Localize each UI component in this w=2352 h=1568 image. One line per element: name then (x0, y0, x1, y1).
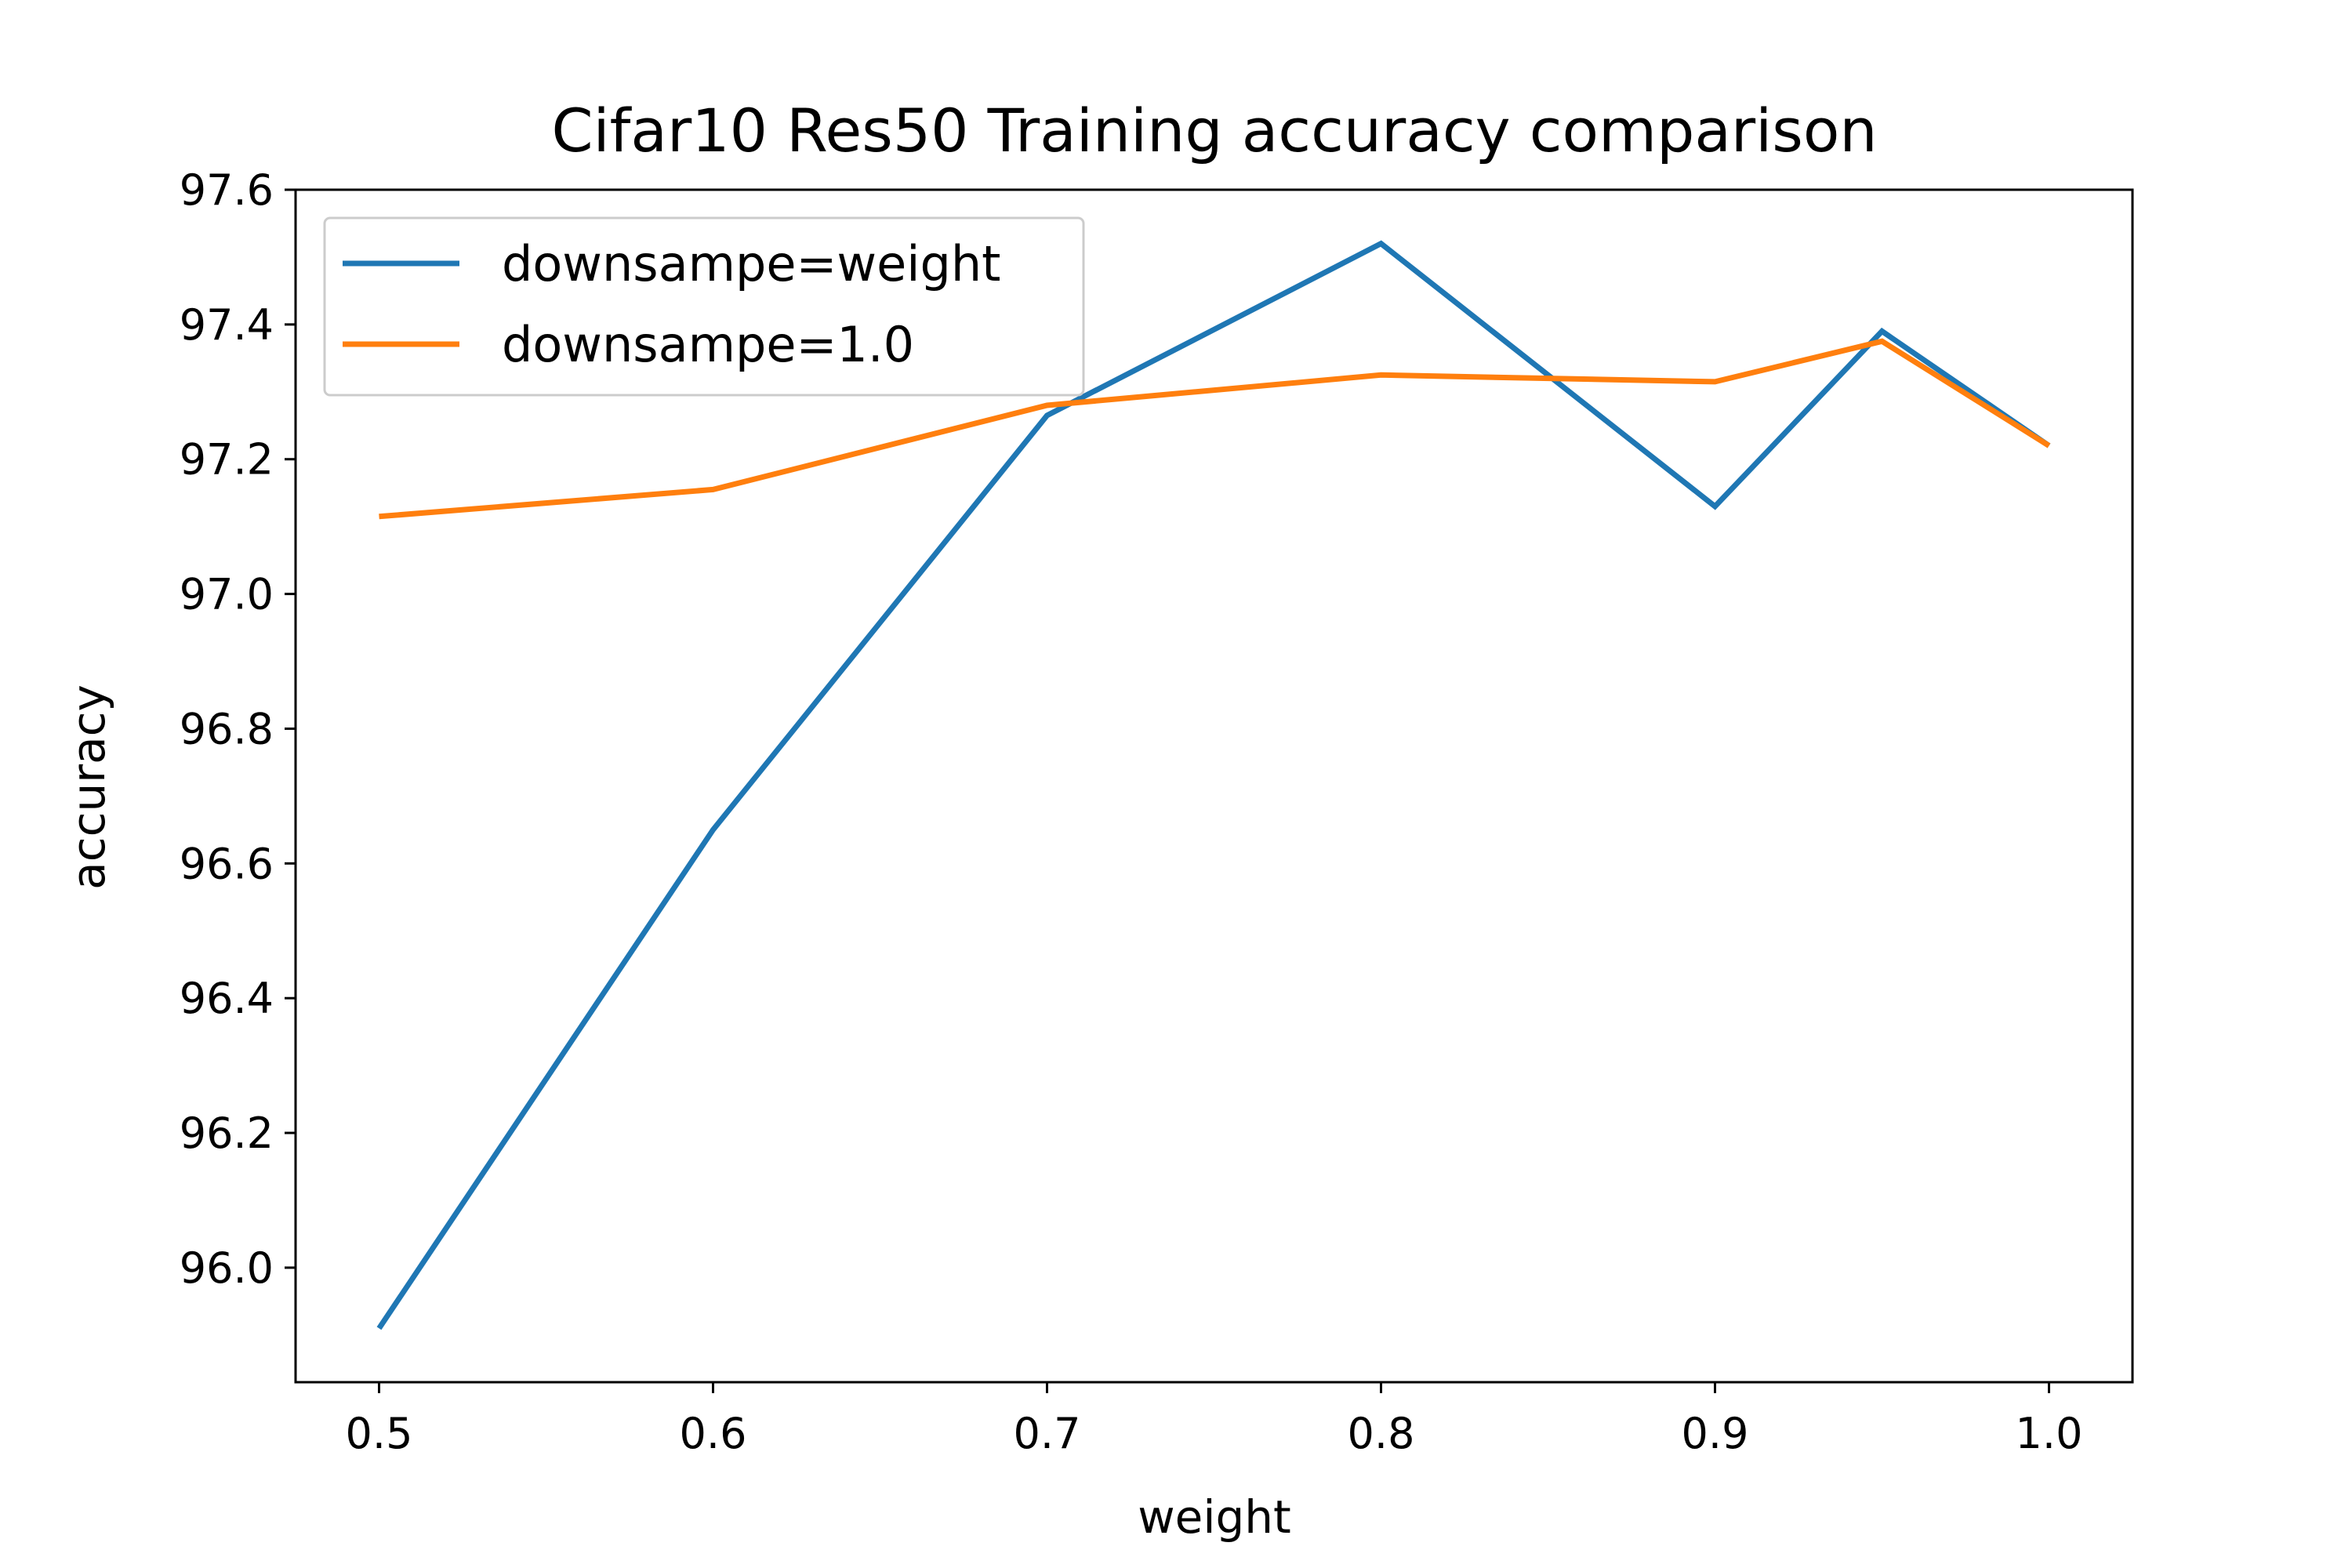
y-tick-label: 96.2 (180, 1109, 274, 1158)
x-tick-label: 0.5 (346, 1409, 413, 1458)
legend-label: downsampe=1.0 (502, 316, 914, 373)
legend-box (323, 216, 1085, 397)
y-tick-label: 96.0 (180, 1243, 274, 1293)
series-line-1 (376, 240, 2051, 1330)
x-tick-label: 1.0 (2016, 1409, 2083, 1458)
x-axis-label: weight (1138, 1490, 1291, 1544)
legend-label: downsampe=weight (502, 235, 1000, 292)
x-axis: 0.5 0.6 0.7 0.8 0.9 1.0 (346, 1382, 2083, 1458)
x-tick-label: 0.6 (680, 1409, 747, 1458)
series-line-2 (379, 338, 2051, 520)
x-tick-label: 0.9 (1682, 1409, 1749, 1458)
legend: downsampe=weight downsampe=1.0 (323, 216, 1085, 397)
plot-frame (294, 188, 2134, 1384)
x-tick-label: 0.8 (1348, 1409, 1415, 1458)
y-tick-label: 97.4 (180, 300, 274, 350)
series-layer (376, 240, 2051, 1330)
y-tick-label: 96.6 (180, 839, 274, 888)
x-tick-label: 0.7 (1014, 1409, 1081, 1458)
y-tick-label: 97.0 (180, 570, 274, 619)
y-axis: 96.0 96.2 96.4 96.6 96.8 97.0 97.2 97.4 97.6 (180, 165, 296, 1293)
y-tick-label: 96.4 (180, 974, 274, 1023)
y-tick-label: 97.2 (180, 435, 274, 485)
chart-title: Cifar10 Res50 Training accuracy comparis… (551, 96, 1877, 165)
y-axis-label: accuracy (62, 684, 115, 890)
y-tick-label: 96.8 (180, 704, 274, 753)
y-tick-label: 97.6 (180, 165, 274, 215)
